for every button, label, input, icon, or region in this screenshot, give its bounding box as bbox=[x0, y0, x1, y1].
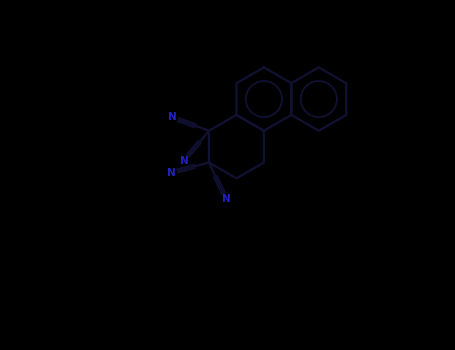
Text: N: N bbox=[180, 156, 188, 166]
Text: N: N bbox=[222, 194, 231, 204]
Text: N: N bbox=[168, 112, 177, 122]
Text: N: N bbox=[167, 168, 176, 177]
